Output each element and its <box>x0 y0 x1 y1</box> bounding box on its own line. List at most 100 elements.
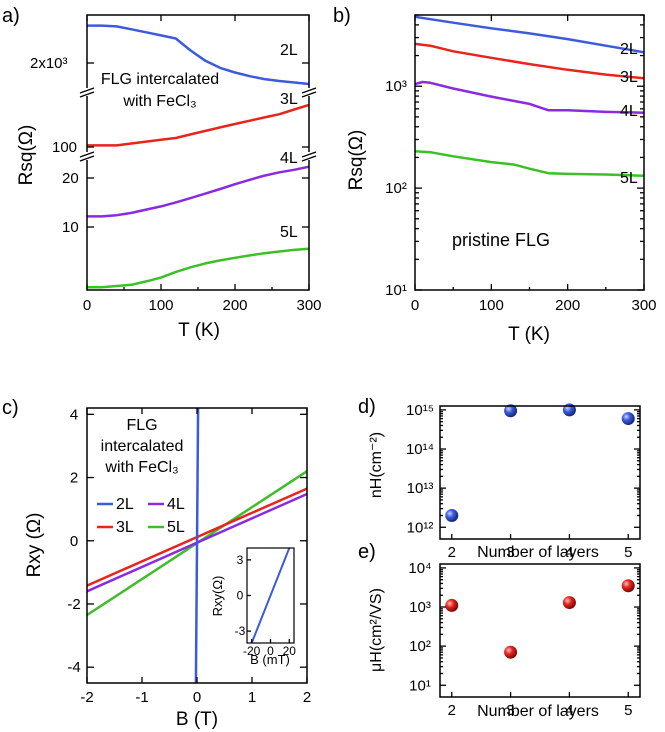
panel-a-xtick-300: 300 <box>296 297 321 314</box>
panel-d-xtick-4: 4 <box>565 544 573 561</box>
panel-b-xtick-300: 300 <box>631 297 656 314</box>
panel-e-ylabel: μH(cm²/VS) <box>368 588 385 672</box>
panel-c-xtick-2: 2 <box>303 689 311 706</box>
panel-c-inset-ytick-3: 3 <box>237 553 244 567</box>
panel-d-plot <box>445 403 635 522</box>
panel-b-label-4L: 4L <box>620 103 638 120</box>
panel-c-inset-xtick-0: 0 <box>267 644 274 658</box>
panel-c-annotation-line3: with FeCl₃ <box>104 459 178 476</box>
panel-b-label-2L: 2L <box>620 41 638 58</box>
panel-d-ytick-12: 10¹² <box>407 519 434 536</box>
panel-b-label-5L: 5L <box>620 170 638 187</box>
panel-e-plot <box>445 579 635 659</box>
panel-d-ylabel: nH(cm⁻²) <box>368 432 385 498</box>
panel-d-frame <box>439 405 641 540</box>
panel-a-label: a) <box>2 5 20 27</box>
panel-c-inset-ytick-0: 0 <box>237 589 244 603</box>
panel-a-label-5L: 5L <box>280 224 298 241</box>
panel-c-inset-xtick-20: 20 <box>283 644 297 658</box>
panel-c-legend-bg <box>95 490 193 536</box>
panel-a-axis-break-1 <box>79 87 317 98</box>
legend-label-5L: 5L <box>167 519 185 536</box>
panel-c-ytick-0: 0 <box>70 533 78 550</box>
panel-b-annotation: pristine FLG <box>452 230 550 250</box>
panel-c-xtick-1: 1 <box>248 689 256 706</box>
panel-e: e) 2 3 4 5 10¹ 10² 10³ 10⁴ Number of layers μH(… <box>358 541 641 720</box>
panel-c-legend: 2L 4L 3L 5L <box>97 496 185 536</box>
legend-label-3L: 3L <box>116 519 134 536</box>
panel-c-xtick--1: -1 <box>135 689 148 706</box>
panel-e-xtick-4: 4 <box>565 702 573 719</box>
panel-a-ticks: 0 100 200 300 <box>83 15 322 314</box>
panel-d: d) 2 3 4 5 10¹² 10¹³ 10¹⁴ 10¹⁵ Number of layers… <box>358 396 641 561</box>
panel-a-xlabel: T (K) <box>178 320 220 341</box>
panel-a-plot <box>87 24 310 289</box>
panel-c-inset-ylabel: Rxy(Ω) <box>210 576 225 617</box>
panel-c-ytick-2: 2 <box>70 470 78 487</box>
panel-d-point-2 <box>445 508 459 522</box>
panel-b-xlabel: T (K) <box>508 324 550 345</box>
panel-e-ytick-3: 10³ <box>409 599 431 616</box>
panel-c-inset-series <box>250 547 291 644</box>
panel-c-annotation-line1: FLG <box>126 417 157 434</box>
legend-label-2L: 2L <box>116 496 134 513</box>
panel-c-label: c) <box>2 397 19 419</box>
panel-b-xtick-0: 0 <box>411 297 419 314</box>
panel-b-series-2L <box>414 15 645 54</box>
panel-e-label: e) <box>358 541 376 563</box>
panel-b-xtick-100: 100 <box>479 297 504 314</box>
panel-b-ytick-3: 10³ <box>385 78 407 95</box>
panel-c-inset-xlabel: B (mT) <box>250 652 290 667</box>
panel-c-series-2L <box>194 407 200 684</box>
panel-a-ylabel: Rsq(Ω) <box>16 125 37 186</box>
panel-c-annotation-bg <box>95 415 189 485</box>
panel-b-series-5L <box>414 150 645 178</box>
panel-e-frame <box>439 563 641 698</box>
panel-e-point-2 <box>445 598 459 612</box>
panel-d-xtick-3: 3 <box>506 544 514 561</box>
panel-d-ticks: 2 3 4 5 10¹² 10¹³ 10¹⁴ 10¹⁵ <box>406 402 640 561</box>
panel-a-xtick-0: 0 <box>83 297 91 314</box>
panel-d-point-5 <box>621 412 635 426</box>
panel-b-ytick-1: 10¹ <box>385 282 407 299</box>
panel-d-xlabel: Number of layers <box>477 544 599 561</box>
panel-c-ytick--4: -4 <box>67 659 80 676</box>
panel-e-xlabel: Number of layers <box>477 703 599 720</box>
panel-a-ytick-20: 20 <box>62 170 79 187</box>
panel-e-xtick-2: 2 <box>448 702 456 719</box>
panel-d-ytick-14: 10¹⁴ <box>406 441 434 458</box>
panel-a-axis-break-2 <box>79 151 317 162</box>
panel-a-xtick-200: 200 <box>222 297 247 314</box>
panel-b-series-4L <box>414 80 645 114</box>
panel-c-ytick-4: 4 <box>70 406 78 423</box>
panel-b-ticks: 0 100 200 300 10¹ 10² 10³ <box>385 14 657 314</box>
panel-b-label: b) <box>333 5 351 27</box>
panel-d-xtick-5: 5 <box>624 544 632 561</box>
panel-a-annotation-line2: with FeCl₃ <box>122 93 196 110</box>
panel-c-inset: -20 0 20 -3 0 3 B (mT) Rxy(Ω) <box>210 540 298 667</box>
panel-c-xlabel: B (T) <box>176 709 218 730</box>
panel-c-xtick-0: 0 <box>193 689 201 706</box>
panel-a-label-3L: 3L <box>280 91 298 108</box>
panel-c-annotation-line2: intercalated <box>101 438 184 455</box>
panel-b-ytick-2: 10² <box>385 180 407 197</box>
panel-c-ylabel: Rxy (Ω) <box>24 513 45 578</box>
panel-e-ticks: 2 3 4 5 10¹ 10² 10³ 10⁴ <box>408 560 640 719</box>
panel-a-series-4L <box>87 165 310 218</box>
panel-e-ytick-1: 10¹ <box>409 677 431 694</box>
panel-e-xtick-3: 3 <box>506 702 514 719</box>
panel-c-inset-ticks: -20 0 20 -3 0 3 <box>235 553 297 658</box>
panel-a-series-2L <box>87 24 310 86</box>
panel-b-ylabel: Rsq(Ω) <box>346 130 367 191</box>
panel-a-label-4L: 4L <box>280 150 298 167</box>
panel-d-ytick-15: 10¹⁵ <box>406 402 434 419</box>
panel-a: a) 0 100 200 300 2x10³ 100 20 10 T (K) Rsq(… <box>2 5 322 341</box>
panel-e-point-4 <box>562 596 576 610</box>
panel-b-xtick-200: 200 <box>555 297 580 314</box>
panel-e-xtick-5: 5 <box>624 702 632 719</box>
panel-a-ytick-100: 100 <box>52 139 77 156</box>
panel-b-series-3L <box>414 42 645 80</box>
